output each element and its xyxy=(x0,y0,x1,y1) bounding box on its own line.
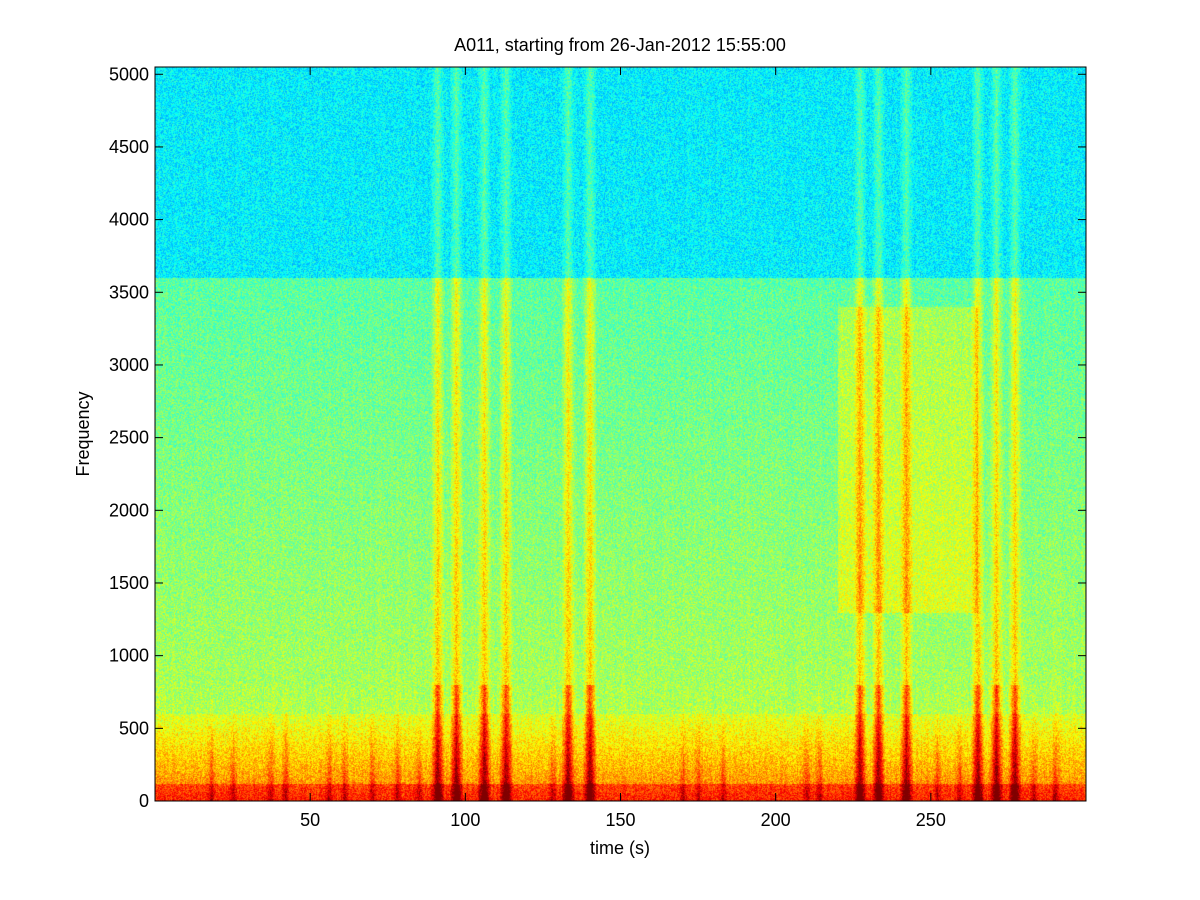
x-tick-label: 50 xyxy=(300,810,320,830)
y-tick-label: 4500 xyxy=(109,137,149,157)
x-axis-label: time (s) xyxy=(590,838,650,858)
x-tick-label: 250 xyxy=(916,810,946,830)
y-tick-label: 1000 xyxy=(109,646,149,666)
y-tick-label: 3500 xyxy=(109,282,149,302)
y-tick-label: 2000 xyxy=(109,500,149,520)
plot-area xyxy=(154,66,1087,802)
y-tick-label: 3000 xyxy=(109,355,149,375)
y-tick-label: 4000 xyxy=(109,210,149,230)
chart-title: A011, starting from 26-Jan-2012 15:55:00 xyxy=(454,35,786,55)
y-tick-label: 5000 xyxy=(109,64,149,84)
x-tick-label: 200 xyxy=(761,810,791,830)
x-tick-label: 150 xyxy=(605,810,635,830)
y-tick-label: 1500 xyxy=(109,573,149,593)
x-axis-ticks: 50 100 150 200 250 xyxy=(300,67,946,830)
spectrogram-image xyxy=(155,67,1086,801)
y-tick-label: 2500 xyxy=(109,428,149,448)
y-tick-label: 500 xyxy=(119,718,149,738)
y-tick-label: 0 xyxy=(139,791,149,811)
y-axis-ticks: 0 500 1000 1500 2000 2500 3000 3500 4000 4500 5000 xyxy=(109,64,1086,811)
x-tick-label: 100 xyxy=(450,810,480,830)
y-axis-label: Frequency xyxy=(73,391,93,476)
